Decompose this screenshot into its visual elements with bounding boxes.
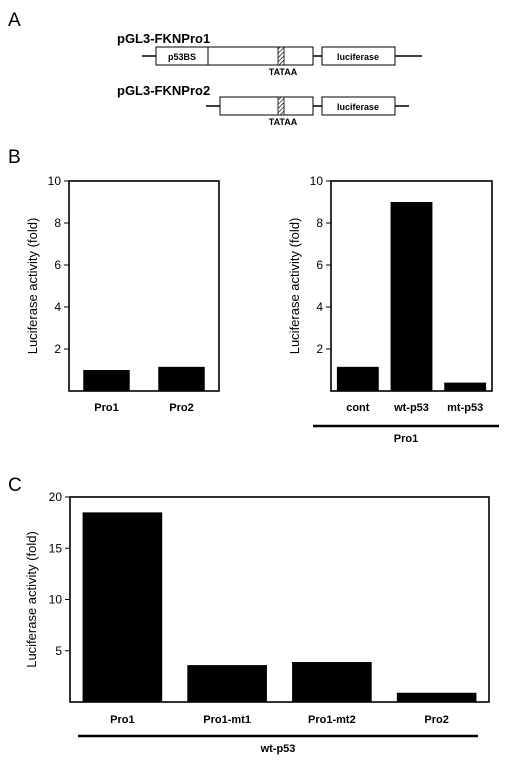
bar bbox=[292, 662, 372, 702]
bar bbox=[444, 382, 487, 391]
bar bbox=[390, 202, 433, 391]
y-tick-label: 2 bbox=[54, 342, 61, 356]
luciferase-label-pro1: luciferase bbox=[337, 52, 379, 62]
tataa-label-pro2: TATAA bbox=[269, 117, 298, 127]
chart-b-left: 2 4 6 8 10 Luciferase activity (fold) Pro1 Pro2 bbox=[25, 174, 220, 414]
bar bbox=[83, 370, 130, 391]
y-tick-label: 6 bbox=[316, 258, 323, 272]
group-label: Pro1 bbox=[394, 433, 418, 445]
tataa-box-pro1 bbox=[277, 46, 285, 66]
chart-c: 5 10 15 20 Luciferase activity (fold) Pro1 Pro… bbox=[24, 490, 490, 755]
tataa-label-pro1: TATAA bbox=[269, 67, 298, 77]
luciferase-box-pro2 bbox=[321, 96, 396, 116]
p53bs-label: p53BS bbox=[168, 52, 196, 62]
promoter-box-pro2 bbox=[219, 96, 314, 116]
construct-name-pro2: pGL3-FKNPro2 bbox=[117, 83, 210, 98]
y-tick-label: 8 bbox=[316, 216, 323, 230]
bar bbox=[82, 512, 163, 702]
bar bbox=[396, 692, 477, 702]
plot-frame bbox=[68, 180, 220, 392]
y-tick-label: 10 bbox=[310, 174, 324, 188]
chart-b-right: 2 4 6 8 10 Luciferase activity (fold) cont wt-p… bbox=[287, 174, 499, 445]
bar bbox=[187, 665, 267, 702]
y-axis-label: Luciferase activity (fold) bbox=[24, 531, 39, 668]
bar bbox=[336, 366, 379, 391]
luciferase-box-pro1 bbox=[321, 46, 396, 66]
x-tick-label: Pro1 bbox=[110, 714, 134, 726]
x-tick-label: Pro1-mt2 bbox=[308, 714, 356, 726]
x-tick-label: wt-p53 bbox=[393, 402, 429, 414]
y-axis-label: Luciferase activity (fold) bbox=[25, 218, 40, 355]
x-tick-label: cont bbox=[346, 402, 370, 414]
y-tick-label: 20 bbox=[49, 490, 63, 504]
y-tick-label: 6 bbox=[54, 258, 61, 272]
y-tick-label: 4 bbox=[316, 300, 323, 314]
tataa-box-pro2 bbox=[277, 96, 285, 116]
promoter-box-pro1 bbox=[155, 46, 314, 66]
group-label: wt-p53 bbox=[260, 743, 296, 755]
bar bbox=[158, 366, 205, 391]
x-tick-label: mt-p53 bbox=[447, 402, 483, 414]
x-tick-label: Pro2 bbox=[424, 714, 448, 726]
y-tick-label: 10 bbox=[49, 593, 63, 607]
y-tick-label: 4 bbox=[54, 300, 61, 314]
x-tick-label: Pro1-mt1 bbox=[203, 714, 251, 726]
y-tick-label: 8 bbox=[54, 216, 61, 230]
y-tick-label: 2 bbox=[316, 342, 323, 356]
y-tick-label: 15 bbox=[49, 541, 63, 555]
y-tick-label: 10 bbox=[48, 174, 62, 188]
x-tick-label: Pro2 bbox=[169, 402, 193, 414]
y-tick-label: 5 bbox=[55, 644, 62, 658]
panel-label-c: C bbox=[8, 475, 22, 496]
construct-name-pro1: pGL3-FKNPro1 bbox=[117, 31, 210, 46]
x-tick-label: Pro1 bbox=[94, 402, 118, 414]
panel-label-a: A bbox=[8, 10, 21, 31]
y-axis-label: Luciferase activity (fold) bbox=[287, 218, 302, 355]
luciferase-label-pro2: luciferase bbox=[337, 102, 379, 112]
panel-label-b: B bbox=[8, 147, 21, 168]
